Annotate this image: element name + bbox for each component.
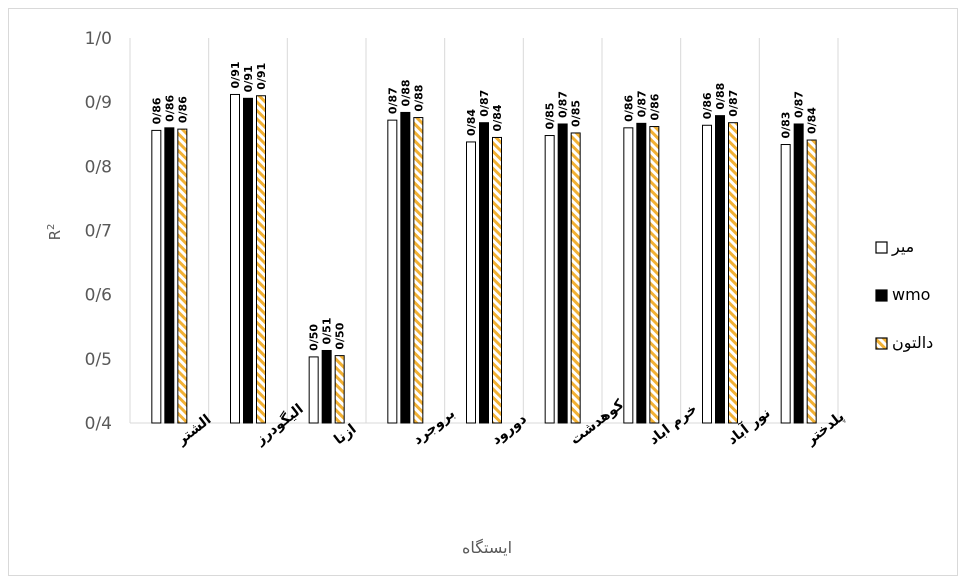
bar-میر bbox=[466, 141, 476, 424]
data-label: 0/87 bbox=[793, 91, 806, 118]
legend: میر wmo دالتون bbox=[875, 237, 933, 353]
data-label: 0/87 bbox=[635, 90, 648, 117]
data-label: 0/84 bbox=[806, 107, 819, 134]
bar-wmo bbox=[636, 122, 647, 424]
legend-swatch bbox=[875, 337, 888, 350]
y-tick-label: 0/5 bbox=[85, 350, 112, 370]
y-tick-label: 0/4 bbox=[85, 414, 112, 434]
bar-دالتون bbox=[649, 126, 660, 424]
bar-دالتون bbox=[728, 122, 738, 424]
data-label: 0/86 bbox=[622, 95, 635, 122]
legend-swatch bbox=[875, 289, 888, 302]
bar-wmo bbox=[557, 123, 568, 424]
data-label: 0/88 bbox=[412, 85, 425, 112]
y-tick-label: 0/7 bbox=[85, 222, 112, 242]
legend-label: میر bbox=[891, 237, 914, 257]
data-label: 0/83 bbox=[780, 112, 793, 139]
bar-میر bbox=[151, 129, 162, 424]
data-label: 0/87 bbox=[478, 90, 491, 117]
data-label: 0/85 bbox=[544, 103, 557, 130]
bar-دالتون bbox=[177, 128, 188, 424]
bar-wmo bbox=[400, 111, 411, 424]
bar-دالتون bbox=[570, 132, 581, 424]
bar-دالتون bbox=[334, 355, 345, 424]
data-label: 0/84 bbox=[491, 104, 504, 131]
bar-دالتون bbox=[492, 136, 502, 424]
bar-wmo bbox=[164, 127, 175, 424]
bar-میر bbox=[308, 356, 319, 424]
data-label: 0/91 bbox=[242, 65, 255, 92]
data-label: 0/51 bbox=[321, 318, 334, 345]
bar-میر bbox=[702, 124, 712, 424]
y-tick-label: 0/8 bbox=[85, 157, 112, 177]
bar-wmo bbox=[243, 97, 253, 424]
data-label: 0/86 bbox=[150, 97, 163, 124]
y-tick-label: 0/9 bbox=[85, 93, 112, 113]
data-label: 0/86 bbox=[163, 95, 176, 122]
data-label: 0/84 bbox=[465, 109, 478, 136]
bar-wmo bbox=[793, 123, 804, 424]
data-label: 0/50 bbox=[334, 322, 347, 349]
legend-swatch bbox=[875, 241, 888, 254]
y-tick-label: 0/6 bbox=[85, 286, 112, 306]
bar-میر bbox=[230, 93, 240, 424]
legend-label: wmo bbox=[892, 285, 930, 304]
bar-wmo bbox=[479, 122, 489, 424]
bar-میر bbox=[780, 144, 791, 424]
data-label: 0/87 bbox=[557, 91, 570, 118]
data-label: 0/85 bbox=[570, 100, 583, 127]
bar-دالتون bbox=[413, 117, 424, 424]
bar-wmo bbox=[715, 115, 725, 424]
data-label: 0/50 bbox=[308, 324, 321, 351]
bar-دالتون bbox=[806, 139, 817, 424]
x-tick-label: ازنا bbox=[331, 421, 359, 448]
bar-wmo bbox=[321, 349, 332, 424]
data-label: 0/86 bbox=[701, 92, 714, 119]
data-label: 0/86 bbox=[176, 96, 189, 123]
bar-میر bbox=[387, 119, 398, 424]
data-label: 0/91 bbox=[255, 63, 268, 90]
bar-میر bbox=[544, 135, 555, 424]
data-label: 0/87 bbox=[727, 90, 740, 117]
data-label: 0/86 bbox=[648, 93, 661, 120]
data-label: 0/87 bbox=[386, 87, 399, 114]
bar-میر bbox=[623, 127, 634, 424]
data-label: 0/91 bbox=[229, 61, 242, 88]
bar-دالتون bbox=[256, 95, 266, 424]
y-tick-label: 1/0 bbox=[85, 29, 112, 49]
x-axis-label: ایستگاه bbox=[462, 538, 512, 557]
y-axis-label: R2 bbox=[46, 224, 64, 241]
data-label: 0/88 bbox=[399, 79, 412, 106]
legend-label: دالتون bbox=[892, 333, 933, 353]
data-label: 0/88 bbox=[714, 83, 727, 110]
